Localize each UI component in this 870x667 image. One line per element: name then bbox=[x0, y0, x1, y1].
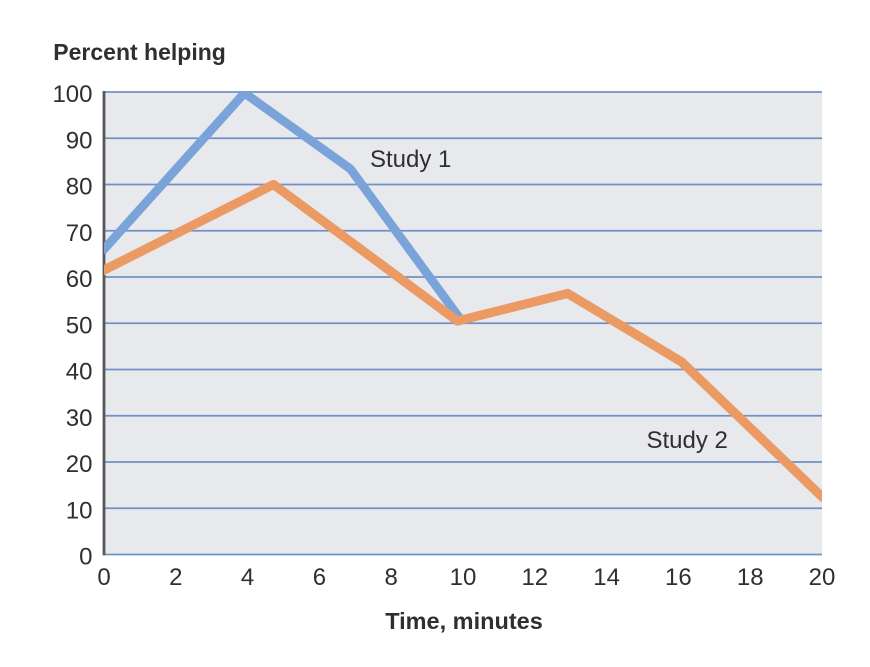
svg-text:Study 2: Study 2 bbox=[647, 427, 728, 454]
svg-text:6: 6 bbox=[313, 564, 326, 591]
svg-text:0: 0 bbox=[79, 544, 92, 571]
svg-text:20: 20 bbox=[66, 451, 93, 478]
svg-text:10: 10 bbox=[66, 497, 93, 524]
svg-text:14: 14 bbox=[593, 564, 620, 591]
svg-text:90: 90 bbox=[66, 127, 93, 154]
svg-text:12: 12 bbox=[521, 564, 548, 591]
svg-text:Study 1: Study 1 bbox=[370, 146, 451, 173]
svg-text:0: 0 bbox=[97, 564, 110, 591]
svg-text:8: 8 bbox=[385, 564, 398, 591]
svg-text:Time, minutes: Time, minutes bbox=[385, 608, 543, 634]
svg-text:100: 100 bbox=[52, 81, 92, 108]
svg-text:30: 30 bbox=[66, 405, 93, 432]
svg-text:18: 18 bbox=[737, 564, 764, 591]
svg-text:Percent helping: Percent helping bbox=[53, 39, 226, 65]
svg-text:50: 50 bbox=[66, 312, 93, 339]
svg-text:60: 60 bbox=[66, 266, 93, 293]
svg-text:40: 40 bbox=[66, 359, 93, 386]
svg-text:20: 20 bbox=[809, 564, 836, 591]
svg-text:70: 70 bbox=[66, 220, 93, 247]
svg-text:4: 4 bbox=[241, 564, 254, 591]
svg-text:10: 10 bbox=[450, 564, 477, 591]
svg-text:80: 80 bbox=[66, 174, 93, 201]
svg-text:2: 2 bbox=[169, 564, 182, 591]
svg-text:16: 16 bbox=[665, 564, 692, 591]
